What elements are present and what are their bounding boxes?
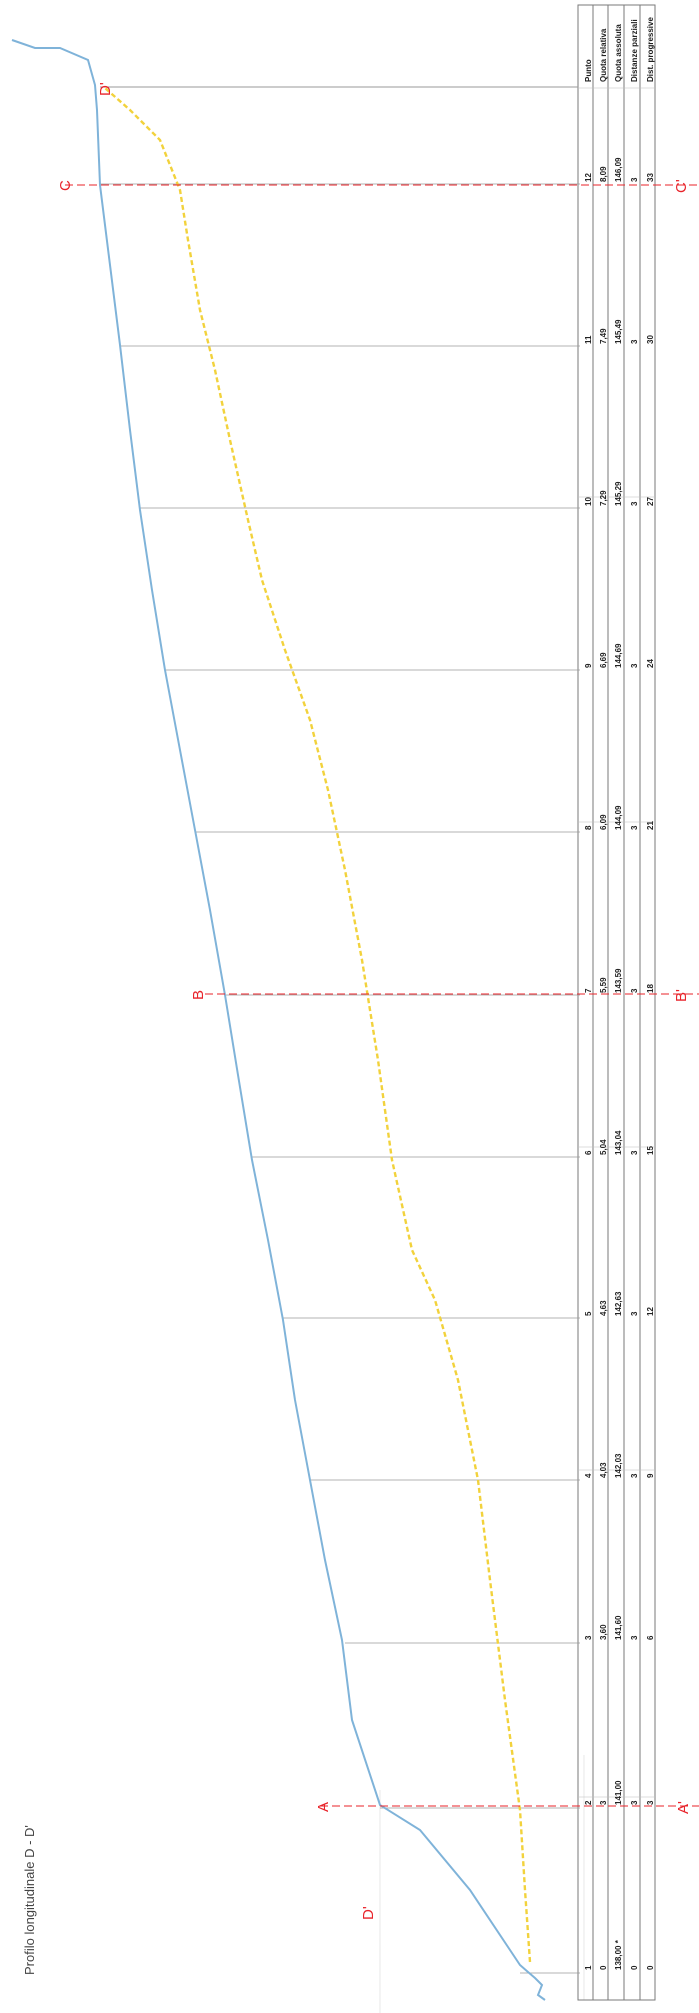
table-cell: 146,09 bbox=[614, 157, 623, 182]
table-headers: Punto Quota relativa Quota assoluta Distanz… bbox=[584, 17, 655, 82]
table-header-cell: Distanze parziali bbox=[630, 19, 639, 82]
table-cell: 3 bbox=[630, 1635, 639, 1640]
table-cell: 3 bbox=[646, 1800, 655, 1805]
table-header-cell: Punto bbox=[584, 59, 593, 82]
profile-title: Profilo longitudinale D - D' bbox=[22, 1825, 37, 1975]
table-cell: 142,03 bbox=[614, 1453, 623, 1478]
table-cell: 5 bbox=[584, 1311, 593, 1316]
table-cell: 7,29 bbox=[599, 490, 608, 506]
table-cell: 12 bbox=[646, 1307, 655, 1316]
table-cell: 6 bbox=[646, 1635, 655, 1640]
table-cell: 3 bbox=[630, 825, 639, 830]
table-cell: 3 bbox=[630, 1311, 639, 1316]
profile-end-label-bottom: D' bbox=[97, 82, 114, 96]
station-lines bbox=[100, 86, 580, 1974]
table-cell: 21 bbox=[646, 821, 655, 830]
table-cell: 142,63 bbox=[614, 1291, 623, 1316]
table-cell: 3 bbox=[630, 177, 639, 182]
table-cell: 5,04 bbox=[599, 1139, 608, 1155]
table-cell: 144,09 bbox=[614, 805, 623, 830]
table-cell: 144,69 bbox=[614, 643, 623, 668]
section-label-top: B bbox=[190, 990, 207, 1000]
table-cell: 3 bbox=[630, 1800, 639, 1805]
table-cell: 1 bbox=[584, 1965, 593, 1970]
table-cell: 6,09 bbox=[599, 814, 608, 830]
table-cell: 9 bbox=[646, 1473, 655, 1478]
table-cell: 9 bbox=[584, 663, 593, 668]
table-cell: 3 bbox=[584, 1635, 593, 1640]
table-cell: 3 bbox=[630, 1150, 639, 1155]
profile-end-label-top: D' bbox=[360, 1906, 377, 1920]
table-cell: 145,29 bbox=[614, 481, 623, 506]
sublayer-dashed-line bbox=[104, 87, 532, 1963]
table-cell: 145,49 bbox=[614, 319, 623, 344]
table-cell: 8,09 bbox=[599, 166, 608, 182]
table-cell: 8 bbox=[584, 825, 593, 830]
table-cell: 3 bbox=[630, 988, 639, 993]
table-cell: 7 bbox=[584, 988, 593, 993]
section-label-bottom: B' bbox=[673, 989, 690, 1002]
table-cell: 4,63 bbox=[599, 1300, 608, 1316]
column-lines bbox=[578, 87, 655, 1798]
table-cell: 3 bbox=[599, 1800, 608, 1805]
table-cell: 3 bbox=[630, 1473, 639, 1478]
table-header-cell: Quota assoluta bbox=[614, 24, 623, 82]
section-cuts: A A' B B' C C' D' D' bbox=[57, 82, 699, 1920]
section-label-bottom: C' bbox=[673, 179, 690, 193]
table-cell: 4,03 bbox=[599, 1462, 608, 1478]
table-cell: 3 bbox=[630, 501, 639, 506]
faint-guides bbox=[379, 1755, 585, 2013]
table-cell: 12 bbox=[584, 173, 593, 182]
table-cell: 143,59 bbox=[614, 968, 623, 993]
table-cell: 4 bbox=[584, 1473, 593, 1478]
table-cell: 30 bbox=[646, 335, 655, 344]
section-label-top: C bbox=[57, 180, 74, 191]
table-cell: 10 bbox=[584, 497, 593, 506]
table-cell: 0 bbox=[630, 1965, 639, 1970]
table-cell: 141,60 bbox=[614, 1615, 623, 1640]
table-border bbox=[577, 4, 656, 2001]
table-cell: 11 bbox=[584, 335, 593, 344]
table-cell: 5,59 bbox=[599, 977, 608, 993]
table-cell: 143,04 bbox=[614, 1130, 623, 1155]
table-cell: 138,00 * bbox=[614, 1939, 623, 1970]
section-label-bottom: A' bbox=[675, 1801, 692, 1814]
table-cell: 3 bbox=[630, 663, 639, 668]
table-cell: 15 bbox=[646, 1146, 655, 1155]
table-cells: 1 0 138,00 * 0 02 3 141,00 3 33 3,60 141,60 3 64 4,03… bbox=[584, 157, 655, 1970]
table-header-cell: Quota relativa bbox=[599, 28, 608, 82]
data-table: Punto Quota relativa Quota assoluta Distanz… bbox=[577, 4, 656, 2001]
table-cell: 7,49 bbox=[599, 328, 608, 344]
table-header-cell: Dist. progressive bbox=[646, 17, 655, 82]
section-label-top: A bbox=[315, 1802, 332, 1812]
table-cell: 141,00 bbox=[614, 1780, 623, 1805]
table-cell: 27 bbox=[646, 497, 655, 506]
table-cell: 24 bbox=[646, 659, 655, 668]
table-cell: 2 bbox=[584, 1800, 593, 1805]
table-cell: 0 bbox=[646, 1965, 655, 1970]
table-cell: 3 bbox=[630, 339, 639, 344]
table-cell: 0 bbox=[599, 1965, 608, 1970]
table-cell: 33 bbox=[646, 173, 655, 182]
table-cell: 6 bbox=[584, 1150, 593, 1155]
table-cell: 18 bbox=[646, 984, 655, 993]
table-cell: 6,69 bbox=[599, 652, 608, 668]
terrain-profile-line bbox=[11, 39, 546, 2001]
table-cell: 3,60 bbox=[599, 1624, 608, 1640]
